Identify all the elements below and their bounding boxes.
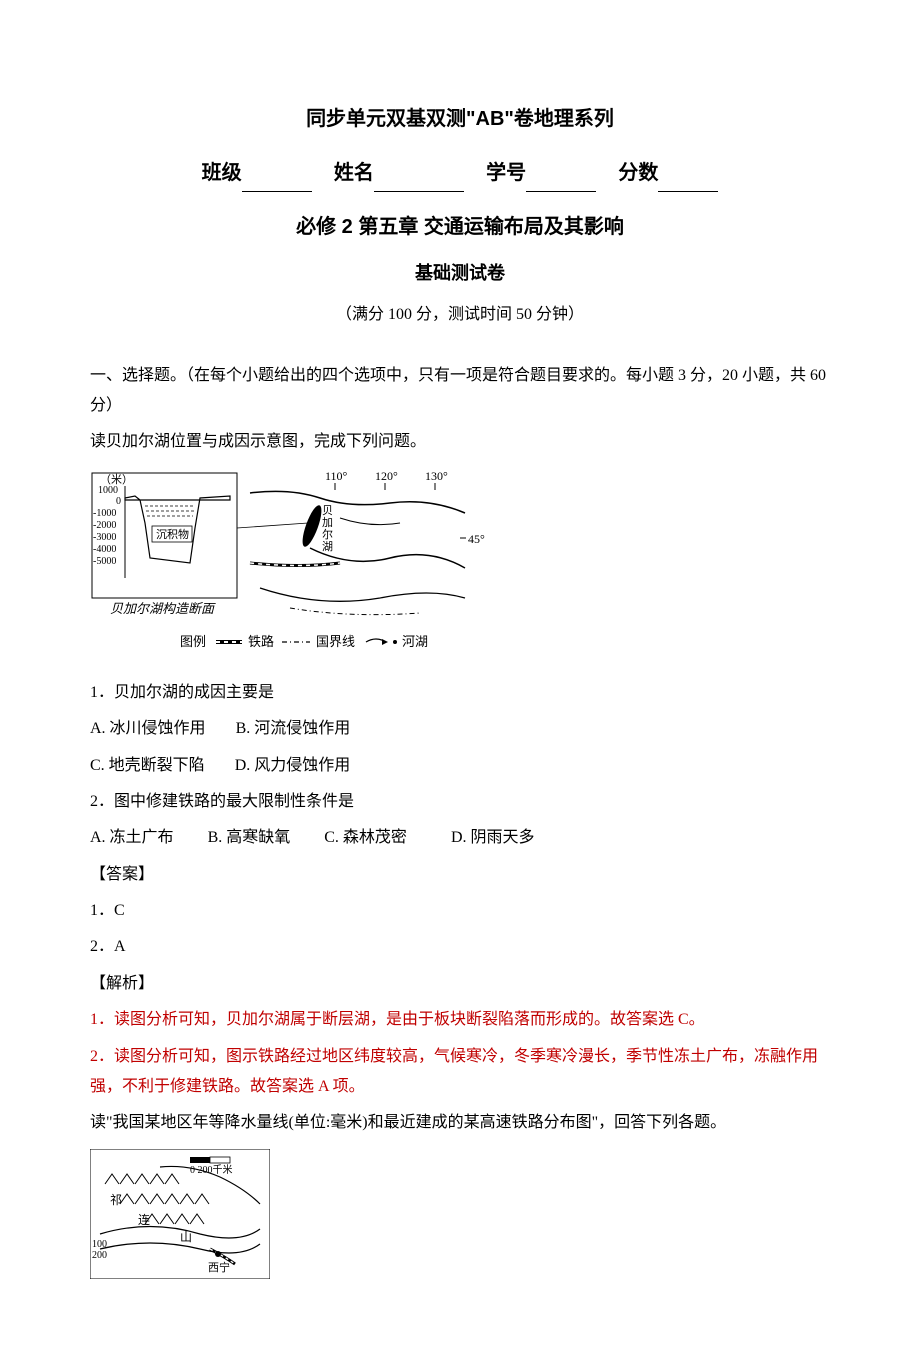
figure1: （米） 1000 0 -1000 -2000 -3000 -4000 -5000… <box>90 468 830 668</box>
svg-text:200: 200 <box>92 1250 107 1261</box>
analysis-2: 2．读图分析可知，图示铁路经过地区纬度较高，气候寒冷，冬季寒冷漫长，季节性冻土广… <box>90 1042 830 1103</box>
svg-text:45°: 45° <box>468 532 485 546</box>
main-title: 同步单元双基双测"AB"卷地理系列 <box>90 100 830 138</box>
class-blank[interactable] <box>242 168 312 192</box>
section1-intro: 读贝加尔湖位置与成因示意图，完成下列问题。 <box>90 427 830 457</box>
svg-text:0: 0 <box>116 496 121 507</box>
q1-options-cd: C. 地壳断裂下陷D. 风力侵蚀作用 <box>90 751 830 781</box>
chapter-title: 必修 2 第五章 交通运输布局及其影响 <box>90 208 830 246</box>
name-blank[interactable] <box>374 168 464 192</box>
svg-text:尔: 尔 <box>322 528 333 541</box>
svg-text:120°: 120° <box>375 469 398 483</box>
svg-text:铁路: 铁路 <box>248 634 274 649</box>
svg-text:100: 100 <box>92 1239 107 1250</box>
svg-text:-1000: -1000 <box>93 508 116 519</box>
svg-text:祁: 祁 <box>110 1192 122 1207</box>
svg-text:河湖: 河湖 <box>402 634 428 649</box>
figure2: 0 200千米 祁 连 山 100 200 西宁 <box>90 1149 830 1279</box>
q1-options-ab: A. 冰川侵蚀作用B. 河流侵蚀作用 <box>90 714 830 744</box>
student-info-row: 班级 姓名 学号 分数 <box>90 154 830 192</box>
q2-stem: 2．图中修建铁路的最大限制性条件是 <box>90 787 830 817</box>
analysis-label: 【解析】 <box>90 969 830 999</box>
answer-2: 2．A <box>90 932 830 962</box>
svg-text:图例: 图例 <box>180 634 206 649</box>
svg-text:-2000: -2000 <box>93 520 116 531</box>
q1-stem: 1．贝加尔湖的成因主要是 <box>90 678 830 708</box>
answer-1: 1．C <box>90 896 830 926</box>
score-blank[interactable] <box>658 168 718 192</box>
svg-text:贝: 贝 <box>322 505 333 517</box>
fig1-inset-title: 贝加尔湖构造断面 <box>110 601 216 616</box>
svg-text:1000: 1000 <box>98 485 118 496</box>
svg-text:连: 连 <box>138 1212 150 1227</box>
class-label: 班级 <box>202 162 242 184</box>
svg-text:西宁: 西宁 <box>208 1260 230 1274</box>
analysis-1: 1．读图分析可知，贝加尔湖属于断层湖，是由于板块断裂陷落而形成的。故答案选 C。 <box>90 1005 830 1035</box>
test-meta: （满分 100 分，测试时间 50 分钟） <box>90 300 830 330</box>
svg-text:-3000: -3000 <box>93 532 116 543</box>
svg-text:130°: 130° <box>425 469 448 483</box>
q2-options: A. 冻土广布 B. 高寒缺氧 C. 森林茂密 D. 阴雨天多 <box>90 823 830 853</box>
student-id-label: 学号 <box>486 162 526 184</box>
answer-label: 【答案】 <box>90 860 830 890</box>
svg-text:-5000: -5000 <box>93 556 116 567</box>
test-type: 基础测试卷 <box>90 256 830 290</box>
student-id-blank[interactable] <box>526 168 596 192</box>
section1-heading: 一、选择题。（在每个小题给出的四个选项中，只有一项是符合题目要求的。每小题 3 … <box>90 361 830 422</box>
name-label: 姓名 <box>334 162 374 184</box>
svg-text:加: 加 <box>322 516 333 529</box>
svg-text:-4000: -4000 <box>93 544 116 555</box>
section2-intro: 读"我国某地区年等降水量线(单位:毫米)和最近建成的某高速铁路分布图"，回答下列… <box>90 1108 830 1138</box>
svg-text:110°: 110° <box>325 469 348 483</box>
score-label: 分数 <box>618 162 658 184</box>
svg-text:山: 山 <box>180 1230 192 1244</box>
svg-text:国界线: 国界线 <box>316 634 355 649</box>
svg-text:沉积物: 沉积物 <box>156 527 189 541</box>
svg-text:湖: 湖 <box>322 540 333 553</box>
